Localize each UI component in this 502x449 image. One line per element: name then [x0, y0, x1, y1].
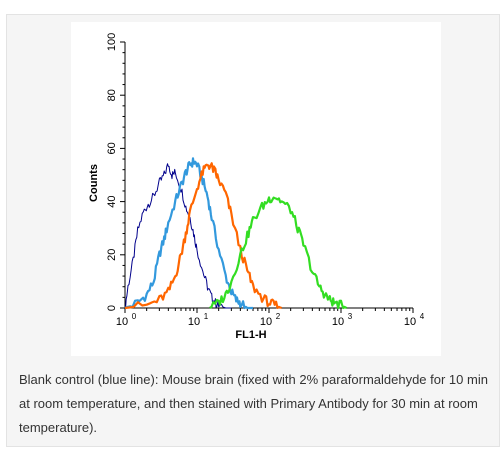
- x-tick-exponent: 0: [132, 312, 137, 321]
- x-tick-exponent: 3: [348, 312, 353, 321]
- x-tick-exponent: 1: [204, 312, 209, 321]
- x-tick-label: 10: [116, 316, 128, 328]
- x-tick-label: 10: [404, 316, 416, 328]
- x-tick-exponent: 4: [420, 312, 425, 321]
- y-tick-label: 20: [106, 249, 118, 261]
- figure-caption: Blank control (blue line): Mouse brain (…: [19, 372, 488, 435]
- x-axis-label: FL1-H: [235, 329, 266, 341]
- y-tick-label: 40: [106, 195, 118, 207]
- histogram-series-line: [124, 163, 232, 309]
- x-tick-label: 10: [260, 316, 272, 328]
- y-axis-label: Counts: [88, 164, 100, 202]
- y-tick-label: 0: [106, 305, 118, 311]
- histogram-panel: 0 20 40 60 80 100 Counts 10 0 10 1 10 2 10 3 10 4 FL1-H: [71, 22, 441, 356]
- y-tick-label: 60: [106, 142, 118, 154]
- histogram-series-line: [124, 157, 253, 310]
- y-tick-label: 80: [106, 89, 118, 101]
- x-tick-exponent: 2: [276, 312, 281, 321]
- x-tick-label: 10: [188, 316, 200, 328]
- y-tick-label: 100: [106, 33, 118, 51]
- histogram-series-line: [124, 162, 283, 310]
- x-tick-label: 10: [332, 316, 344, 328]
- histogram-series-line: [209, 196, 348, 310]
- figure-card: 0 20 40 60 80 100 Counts 10 0 10 1 10 2 10 3 10 4 FL1-H B…: [6, 14, 500, 447]
